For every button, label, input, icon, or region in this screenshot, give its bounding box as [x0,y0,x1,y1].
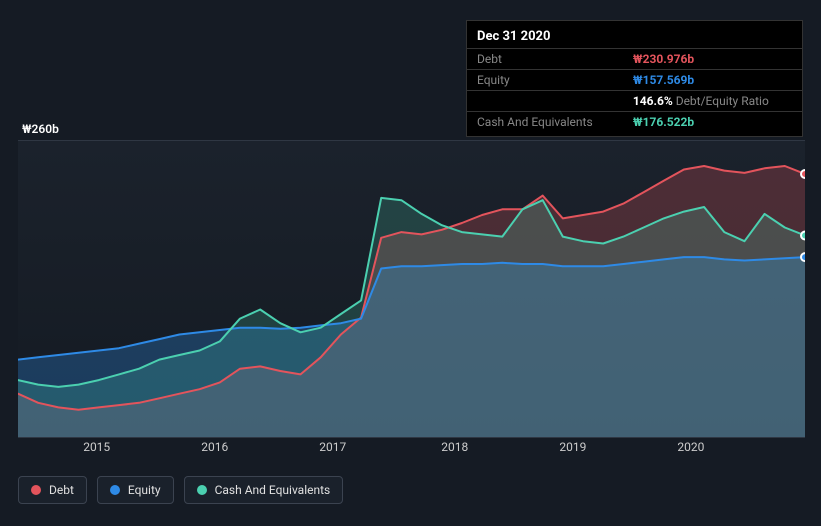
series-end-marker-equity [801,253,805,261]
legend-item-label: Debt [49,483,74,497]
tooltip-row-label [467,91,623,112]
x-axis-tick: 2016 [201,440,228,454]
tooltip-row-label: Equity [467,70,623,91]
legend-item-label: Cash And Equivalents [215,483,331,497]
legend-item-label: Equity [128,483,161,497]
legend-swatch-icon [31,485,41,495]
x-axis-tick: 2018 [441,440,468,454]
tooltip-row-value: ₩157.569b [623,70,802,91]
x-axis-tick: 2015 [83,440,110,454]
legend-swatch-icon [110,485,120,495]
tooltip-row-label: Debt [467,49,623,70]
series-end-marker-debt [801,170,805,178]
tooltip-row: Debt₩230.976b [467,49,802,70]
tooltip-row-value: ₩230.976b [623,49,802,70]
tooltip-row-value: 146.6% Debt/Equity Ratio [623,91,802,112]
legend-item-equity[interactable]: Equity [97,476,174,504]
legend-item-cash-and-equivalents[interactable]: Cash And Equivalents [184,476,344,504]
tooltip-table: Debt₩230.976bEquity₩157.569b146.6% Debt/… [467,48,802,132]
chart-legend: Debt Equity Cash And Equivalents [18,476,343,504]
chart-svg [18,141,805,437]
x-axis-tick: 2020 [677,440,704,454]
tooltip-row-value: ₩176.522b [623,112,802,133]
series-end-marker-cash-and-equivalents [801,232,805,240]
x-axis-tick: 2017 [319,440,346,454]
x-axis-tick: 2019 [559,440,586,454]
tooltip-date: Dec 31 2020 [467,25,802,48]
tooltip-row: 146.6% Debt/Equity Ratio [467,91,802,112]
x-axis: 2015 2016 2017 2018 2019 2020 [18,440,805,460]
tooltip-row: Cash And Equivalents₩176.522b [467,112,802,133]
legend-item-debt[interactable]: Debt [18,476,87,504]
chart-container: Dec 31 2020 Debt₩230.976bEquity₩157.569b… [0,0,821,526]
tooltip-row-suffix: Debt/Equity Ratio [673,94,769,108]
tooltip-row-label: Cash And Equivalents [467,112,623,133]
y-axis-label-top: ₩260b [22,122,59,136]
tooltip-row: Equity₩157.569b [467,70,802,91]
legend-swatch-icon [197,485,207,495]
chart-plot-area[interactable] [18,140,805,438]
hover-tooltip: Dec 31 2020 Debt₩230.976bEquity₩157.569b… [466,20,803,137]
